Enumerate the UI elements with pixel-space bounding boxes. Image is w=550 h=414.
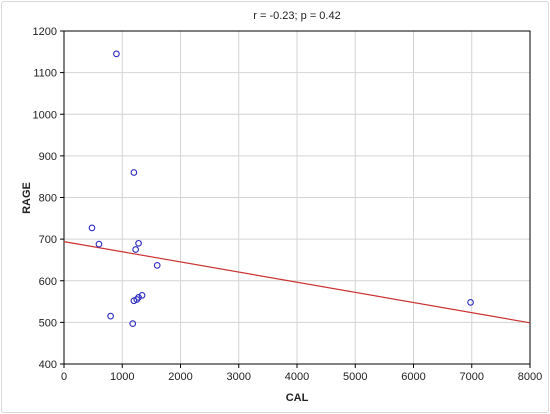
x-tick-label-5: 5000 [343, 371, 367, 383]
x-tick-label-2: 2000 [168, 371, 192, 383]
data-point-5 [132, 246, 139, 253]
data-points [88, 50, 474, 327]
y-tick-label-0: 400 [39, 359, 57, 371]
chart-title: r = -0.23; p = 0.42 [253, 10, 340, 22]
data-point-13 [467, 299, 474, 306]
y-tick-label-6: 1000 [33, 109, 57, 121]
x-axis-ticks: 0 1000 2000 3000 4000 5000 6000 7000 8000 [61, 364, 542, 383]
data-point-1 [130, 169, 138, 176]
y-tick-label-8: 1200 [33, 26, 57, 38]
x-tick-label-4: 4000 [285, 371, 309, 383]
data-point-11 [107, 312, 114, 320]
y-axis-label: RAGE [21, 182, 33, 214]
data-point-12 [129, 320, 137, 327]
y-tick-label-1: 500 [39, 317, 57, 329]
x-tick-label-0: 0 [61, 371, 67, 383]
x-axis-label: CAL [286, 392, 309, 404]
x-tick-label-8: 8000 [518, 371, 542, 383]
y-tick-label-4: 800 [39, 193, 57, 205]
data-point-3 [95, 240, 103, 248]
y-tick-label-7: 1100 [33, 68, 57, 80]
grid-lines [64, 31, 530, 364]
data-point-2 [88, 224, 96, 232]
x-tick-label-3: 3000 [227, 371, 251, 383]
data-point-10 [130, 297, 138, 305]
y-tick-label-3: 700 [39, 234, 57, 246]
data-point-8 [135, 294, 142, 301]
x-tick-label-6: 6000 [401, 371, 425, 383]
y-tick-label-5: 900 [39, 151, 57, 163]
data-point-7 [138, 291, 146, 299]
data-point-4 [135, 239, 142, 247]
x-tick-label-1: 1000 [110, 371, 134, 383]
x-tick-label-7: 7000 [460, 371, 484, 383]
data-point-0 [113, 50, 120, 58]
y-axis-ticks: 400 500 600 700 800 900 1000 1100 1200 [33, 26, 64, 371]
y-tick-label-2: 600 [39, 276, 57, 288]
regression-line [63, 241, 531, 324]
data-point-6 [153, 261, 161, 269]
